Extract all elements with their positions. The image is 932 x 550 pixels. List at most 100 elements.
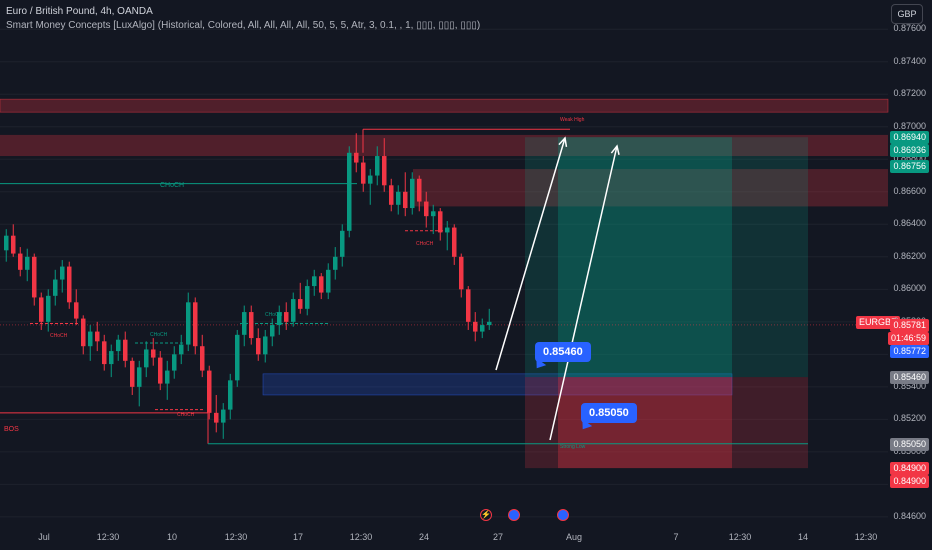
candle (487, 321, 492, 326)
candle (277, 312, 282, 326)
candle (158, 357, 163, 384)
candle (417, 178, 422, 202)
choch-label-mid: CHoCH (265, 312, 283, 318)
candle (130, 360, 135, 387)
candle (193, 302, 198, 347)
price-axis-tick: 0.84600 (893, 510, 926, 521)
price-axis-tick: 0.87600 (893, 23, 926, 34)
candle (396, 191, 401, 205)
price-axis-tick: 0.86200 (893, 250, 926, 261)
price-axis-tick: 0.86400 (893, 218, 926, 229)
candle (109, 351, 114, 365)
candle (312, 276, 317, 287)
supply-zone-low (413, 169, 888, 207)
candle (18, 253, 23, 270)
candle (249, 312, 254, 339)
currency-button[interactable]: GBP (891, 4, 923, 24)
candle (340, 230, 345, 257)
candle (60, 266, 65, 280)
candle (144, 349, 149, 368)
candle (480, 325, 485, 332)
time-axis-tick: 27 (492, 532, 504, 542)
candle (473, 321, 478, 332)
chart-title: Euro / British Pound, 4h, OANDA (6, 6, 153, 17)
candle (88, 331, 93, 347)
entry-price-callout[interactable]: 0.85460 (535, 342, 591, 362)
price-label: 0.85050 (890, 437, 929, 451)
candle (186, 302, 191, 345)
symbol-badge: EURGBP (856, 316, 901, 329)
price-axis-tick: 0.86600 (893, 185, 926, 196)
price-label: 0.85772 (890, 344, 929, 358)
candle (228, 380, 233, 410)
time-axis-tick: 12:30 (349, 532, 373, 542)
candle (123, 339, 128, 361)
candle (116, 339, 121, 352)
candle (263, 336, 268, 355)
candle (459, 256, 464, 290)
candle (375, 156, 380, 176)
candle (361, 162, 366, 184)
position-profit-area (525, 137, 808, 378)
candle (200, 346, 205, 371)
time-axis-tick: 17 (292, 532, 304, 542)
price-label: 0.85460 (890, 371, 929, 385)
choch-label-left: CHoCH (150, 332, 168, 338)
price-label: 0.86940 (890, 130, 929, 144)
candle (242, 312, 247, 335)
candle (221, 409, 226, 423)
time-axis-tick: 24 (418, 532, 430, 542)
time-axis-tick: 12:30 (96, 532, 120, 542)
candle (214, 412, 219, 423)
time-axis-tick: 7 (673, 532, 679, 542)
candle (207, 370, 212, 413)
supply-zone-top (0, 98, 889, 113)
candle (347, 152, 352, 231)
price-axis-tick: 0.86800 (893, 153, 926, 164)
candle (403, 191, 408, 209)
time-axis-tick: 12:30 (854, 532, 878, 542)
price-axis-tick: 0.85000 (893, 445, 926, 456)
projection-arrow-1-head (558, 136, 568, 148)
projection-arrow-2 (549, 145, 618, 441)
target-price-callout[interactable]: 0.85050 (581, 403, 637, 423)
candle (452, 227, 457, 257)
candle (74, 302, 79, 319)
price-axis-tick: 0.85400 (893, 380, 926, 391)
flash-event-icon[interactable]: ⚡ (480, 509, 492, 521)
choch-label-right: CHoCH (416, 241, 434, 247)
weak-high-label: Weak High (560, 117, 585, 123)
price-label: 0.84900 (890, 475, 929, 489)
candle (53, 279, 58, 296)
candle (4, 235, 9, 251)
candle (67, 266, 72, 303)
candle (389, 185, 394, 205)
candle (235, 334, 240, 381)
candle (326, 269, 331, 293)
economic-event-icon[interactable] (557, 509, 569, 521)
candle (382, 156, 387, 186)
indicator-legend[interactable]: Smart Money Concepts [LuxAlgo] (Historic… (6, 20, 481, 31)
bos-label: BOS (4, 426, 19, 433)
candle (424, 201, 429, 217)
candle (410, 178, 415, 209)
price-label: 0.85781 (890, 318, 929, 332)
demand-zone (262, 373, 733, 396)
candle (319, 276, 324, 293)
candle (179, 344, 184, 355)
time-axis-tick: Jul (38, 532, 50, 542)
time-axis-tick: 10 (166, 532, 178, 542)
position-profit-area-inner (558, 137, 732, 378)
time-axis-tick: Aug (565, 532, 583, 542)
candle (256, 338, 261, 355)
economic-event-icon[interactable] (508, 509, 520, 521)
candle (291, 299, 296, 322)
projection-arrow-2-head (610, 144, 620, 155)
candle (431, 211, 436, 217)
candle (25, 256, 30, 270)
projection-arrow-1 (495, 137, 566, 371)
position-loss-area (525, 377, 808, 469)
price-label: 0.86936 (890, 143, 929, 157)
time-axis-tick: 12:30 (728, 532, 752, 542)
